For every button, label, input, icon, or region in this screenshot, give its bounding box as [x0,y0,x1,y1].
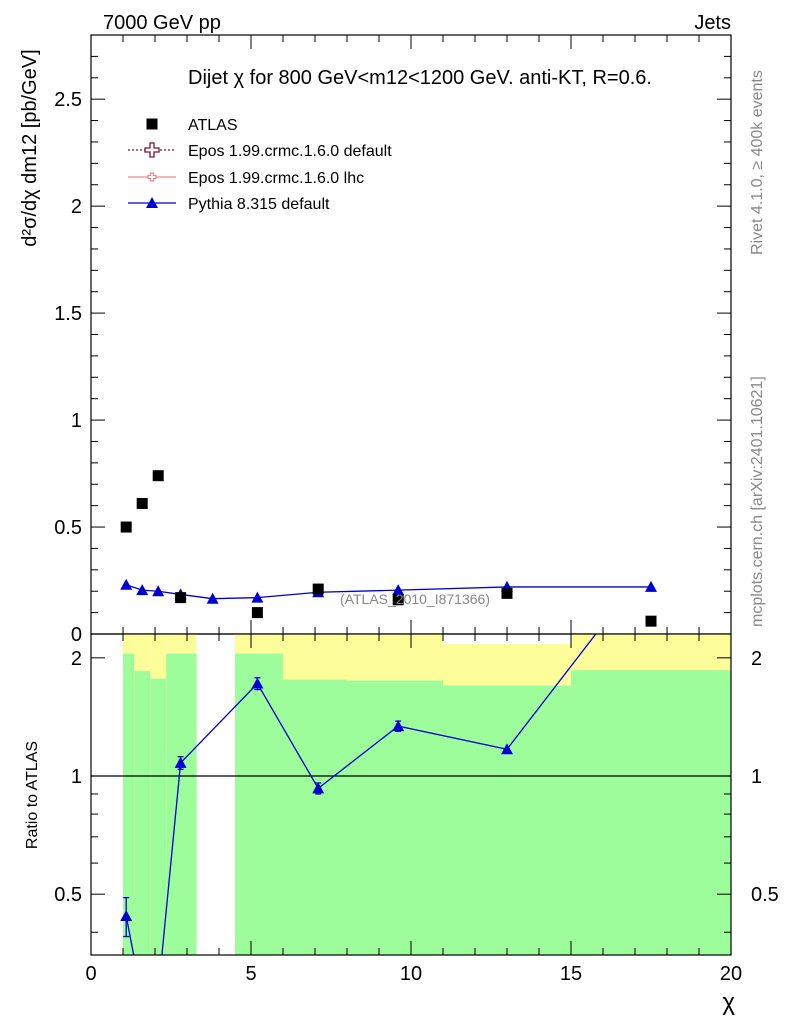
legend-label: Pythia 8.315 default [188,196,330,213]
y-tick-label: 2 [71,196,82,218]
x-tick-label: 10 [400,963,422,985]
uncertainty-band-green [571,670,731,955]
uncertainty-band-green [283,679,347,955]
legend: ATLAS Epos 1.99.crmc.1.6.0 default Epos 1.… [128,117,392,213]
uncertainty-band-green [443,685,571,955]
pythia-ratio-marker [120,909,133,921]
uncertainty-band-green [123,653,135,955]
plot-title: Dijet χ for 800 GeV<m12<1200 GeV. anti-K… [188,67,652,89]
pythia-marker [645,580,657,592]
energy-label: 7000 GeV pp [103,12,221,34]
pythia-marker [206,592,219,604]
ratio-y-tick-label-right: 0.5 [751,884,779,906]
atlas-marker [120,521,132,533]
legend-atlas-marker [146,118,158,130]
y-tick-label: 2.5 [54,89,82,111]
main-plot-frame [90,34,732,635]
main-panel: (ATLAS_2010_I871366) Dijet χ for 800 GeV… [19,34,732,646]
ratio-y-tick-label-right: 2 [751,648,762,670]
uncertainty-band-green [150,678,167,955]
atlas-marker [152,470,164,482]
atlas-marker [251,607,263,619]
y-tick-label: 0 [71,624,82,646]
ratio-y-tick-label-right: 1 [751,766,762,788]
ratio-y-axis-label: Ratio to ATLAS [24,741,41,849]
y-tick-label: 1 [71,410,82,432]
rivet-version-label: Rivet 4.1.0, ≥ 400k events [749,70,766,255]
x-axis-label: χ [722,989,735,1016]
y-tick-label: 0.5 [54,517,82,539]
pythia-marker [251,591,264,603]
uncertainty-band-green [134,671,151,955]
x-tick-label: 5 [245,963,256,985]
pythia-ratio-marker [645,556,657,567]
ratio-panel: Ratio to ATLAS 0.5 0.51 12 20 5 10 15 20 χ [24,556,779,1016]
uncertainty-band-green [235,653,283,955]
atlas-marker [136,498,148,510]
x-tick-label: 0 [85,963,96,985]
analysis-watermark: (ATLAS_2010_I871366) [340,591,490,607]
pythia-ratio-marker [152,987,164,998]
legend-epos-default-marker [144,142,160,158]
x-tick-label: 20 [720,963,742,985]
legend-label: ATLAS [188,117,238,134]
pythia-marker [136,584,149,596]
pythia-marker [152,585,165,597]
category-label: Jets [694,12,731,34]
y-tick-label: 1.5 [54,303,82,325]
legend-label: Epos 1.99.crmc.1.6.0 lhc [188,170,364,187]
ratio-y-tick-label: 0.5 [54,884,82,906]
pythia-marker [392,584,405,596]
legend-label: Epos 1.99.crmc.1.6.0 default [188,143,392,160]
pythia-ratio-marker [392,720,405,732]
pythia-ratio-marker [501,743,513,755]
pythia-ratio-marker [312,782,325,794]
atlas-marker [645,615,657,627]
atlas-marker [501,587,513,599]
pythia-line [125,584,651,600]
legend-epos-lhc-marker [147,172,157,182]
ratio-y-tick-label: 1 [71,766,82,788]
x-tick-label: 15 [560,963,582,985]
pythia-ratio-marker [136,993,148,1004]
atlas-marker [312,583,324,595]
pythia-ratio-marker [251,677,264,689]
atlas-marker [392,594,404,606]
uncertainty-band-green [166,653,197,955]
ratio-y-tick-label: 2 [71,648,82,670]
main-y-axis-label: d²σ/dχ dm12 [pb/GeV] [19,49,41,246]
atlas-marker [175,592,187,604]
pythia-marker [120,578,133,590]
legend-pythia-marker [146,197,158,208]
mcplots-label: mcplots.cern.ch [arXiv:2401.10621] [749,376,766,627]
pythia-ratio-marker [174,756,187,768]
uncertainty-band-green [347,680,443,955]
